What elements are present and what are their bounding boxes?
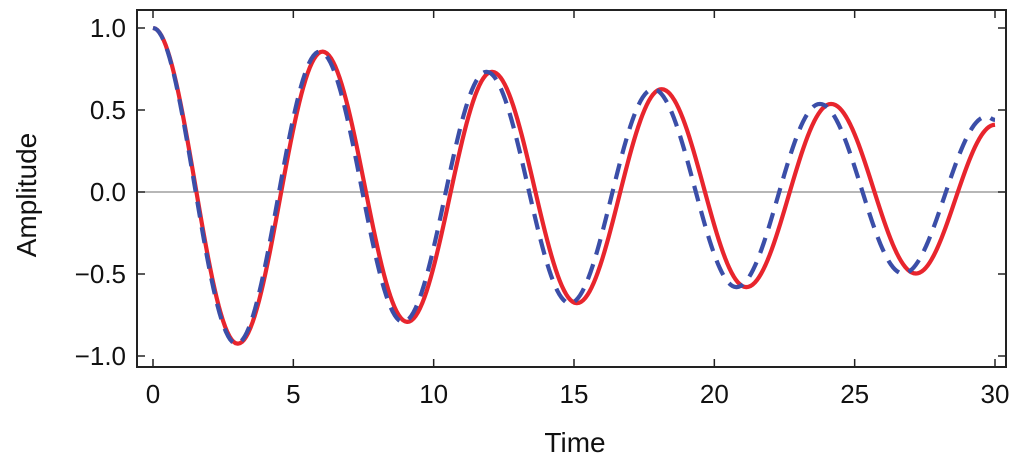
y-tick-label: −1.0 [75, 341, 126, 371]
y-axis-title: Amplitude [11, 133, 42, 258]
x-tick-label: 10 [419, 379, 448, 409]
x-tick-label: 0 [146, 379, 160, 409]
y-tick-label: −0.5 [75, 259, 126, 289]
x-tick-label: 20 [700, 379, 729, 409]
x-tick-label: 25 [840, 379, 869, 409]
y-tick-label: 1.0 [90, 13, 126, 43]
x-tick-label: 5 [286, 379, 300, 409]
plot-frame [136, 9, 1007, 368]
x-axis-title: Time [544, 427, 605, 458]
series-dashed-line [152, 25, 997, 346]
y-tick-label: 0.5 [90, 95, 126, 125]
series-solid-line [152, 25, 996, 346]
x-tick-label: 15 [560, 379, 589, 409]
x-tick-label: 30 [981, 379, 1010, 409]
y-tick-label: 0.0 [90, 177, 126, 207]
